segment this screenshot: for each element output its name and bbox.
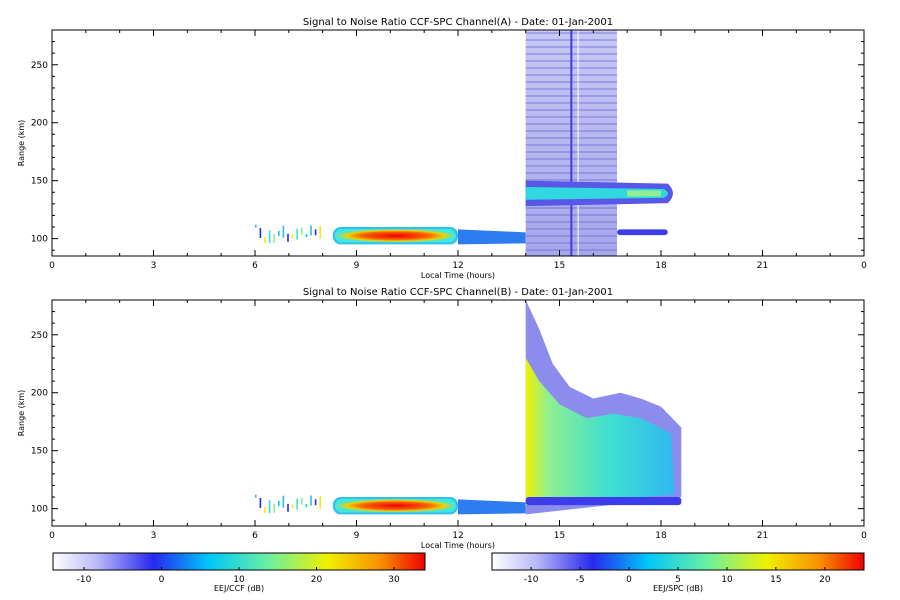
x-tick-label: 6 — [252, 261, 258, 271]
echo-mark — [287, 503, 289, 512]
echo-mark — [255, 224, 257, 228]
data-layer — [255, 300, 682, 515]
x-tick-label: 6 — [252, 531, 258, 541]
echo-mark — [259, 498, 262, 508]
x-tick-label: 0 — [861, 261, 867, 271]
y-axis-label: Range (km) — [17, 120, 26, 167]
colorbar-label: EEJ/CCF (dB) — [214, 584, 264, 593]
x-tick-label: 12 — [452, 261, 463, 271]
chart-title: Signal to Noise Ratio CCF-SPC Channel(A)… — [303, 17, 613, 28]
plot-frame — [51, 29, 865, 257]
colorbar-tick-label: 20 — [311, 575, 323, 585]
chart-panel-a: 0 3 6 9 12 15 18 21 0 100 150 200 250 Signal to Noise… — [17, 17, 867, 280]
echo-mark — [278, 500, 280, 506]
thin-layer — [617, 229, 668, 236]
thin-layer — [525, 497, 682, 506]
echo-mark — [273, 503, 275, 513]
echo-mark — [305, 504, 308, 508]
x-tick-label: 3 — [151, 531, 157, 541]
echo-mark — [273, 233, 275, 243]
colorbar-tick-label: 20 — [819, 575, 831, 585]
y-axis-label: Range (km) — [17, 390, 26, 437]
x-tick-label: 3 — [151, 261, 157, 271]
echo-mark — [282, 225, 285, 238]
colorbar-b: -10 -5 0 5 10 15 20 EEJ/SPC (dB) — [491, 552, 865, 593]
colorbar-tick-label: -10 — [77, 575, 92, 585]
echo-mark — [282, 495, 285, 508]
echo-mark — [264, 507, 266, 513]
echo-mark — [314, 499, 317, 506]
echo-mark — [291, 504, 294, 509]
x-axis-label: Local Time (hours) — [421, 541, 495, 550]
upper-layer-peak — [627, 190, 661, 197]
colorbar-tick-label: -10 — [524, 575, 539, 585]
spread-inner — [525, 357, 675, 506]
echo-mark — [310, 225, 312, 236]
colorbar-tick-label: 0 — [159, 575, 165, 585]
y-tick-label: 200 — [31, 389, 48, 399]
echo-mark — [301, 227, 303, 235]
x-tick-label: 9 — [354, 261, 360, 271]
echo-mark — [319, 225, 321, 239]
colorbar-tick-label: 30 — [388, 575, 400, 585]
echo-mark — [296, 228, 298, 240]
plot-frame — [51, 299, 865, 527]
colorbar-tick-label: 10 — [233, 575, 245, 585]
echo-mark — [287, 233, 289, 242]
eej-layer-core — [334, 229, 456, 243]
echo-mark — [259, 228, 262, 238]
x-tick-label: 0 — [49, 531, 55, 541]
x-tick-label: 15 — [554, 531, 565, 541]
echo-mark — [264, 237, 266, 243]
echo-mark — [268, 230, 271, 244]
echo-mark — [305, 234, 308, 238]
echo-mark — [310, 495, 312, 506]
colorbar-a: -10 0 10 20 30 EEJ/CCF (dB) — [52, 552, 426, 593]
echo-mark — [301, 497, 303, 505]
x-tick-label: 18 — [655, 531, 667, 541]
echo-mark — [268, 500, 271, 514]
weak-layer — [458, 229, 526, 245]
chart-panel-b: 0 3 6 9 12 15 18 21 0 100 150 200 250 Signal to Noise… — [17, 287, 867, 550]
x-tick-label: 15 — [554, 261, 565, 271]
colorbar-tick-label: -5 — [576, 575, 585, 585]
chart-title: Signal to Noise Ratio CCF-SPC Channel(B)… — [303, 287, 613, 298]
x-tick-label: 18 — [655, 261, 667, 271]
eej-layer-core — [334, 499, 456, 513]
y-tick-label: 250 — [31, 61, 48, 71]
echo-mark — [255, 494, 257, 498]
y-tick-label: 150 — [31, 447, 48, 457]
x-tick-label: 12 — [452, 531, 463, 541]
data-layer — [255, 30, 673, 256]
colorbar-tick-label: 10 — [721, 575, 733, 585]
colorbar-tick-label: 5 — [675, 575, 681, 585]
y-tick-label: 200 — [31, 119, 48, 129]
x-tick-label: 0 — [861, 531, 867, 541]
x-tick-label: 0 — [49, 261, 55, 271]
x-tick-label: 21 — [757, 261, 768, 271]
colorbar-tick-label: 0 — [626, 575, 632, 585]
echo-mark — [314, 229, 317, 236]
x-tick-label: 9 — [354, 531, 360, 541]
x-axis-label: Local Time (hours) — [421, 271, 495, 280]
y-tick-label: 250 — [31, 331, 48, 341]
colorbar-label: EEJ/SPC (dB) — [653, 584, 703, 593]
y-tick-label: 100 — [31, 235, 48, 245]
echo-mark — [319, 495, 321, 509]
upper-layer-core — [525, 187, 668, 200]
echo-mark — [291, 234, 294, 239]
echo-mark — [296, 498, 298, 510]
x-tick-label: 21 — [757, 531, 768, 541]
y-tick-label: 150 — [31, 177, 48, 187]
weak-layer — [458, 499, 526, 515]
colorbar-tick-label: 15 — [770, 575, 781, 585]
echo-mark — [278, 230, 280, 236]
y-tick-label: 100 — [31, 505, 48, 515]
